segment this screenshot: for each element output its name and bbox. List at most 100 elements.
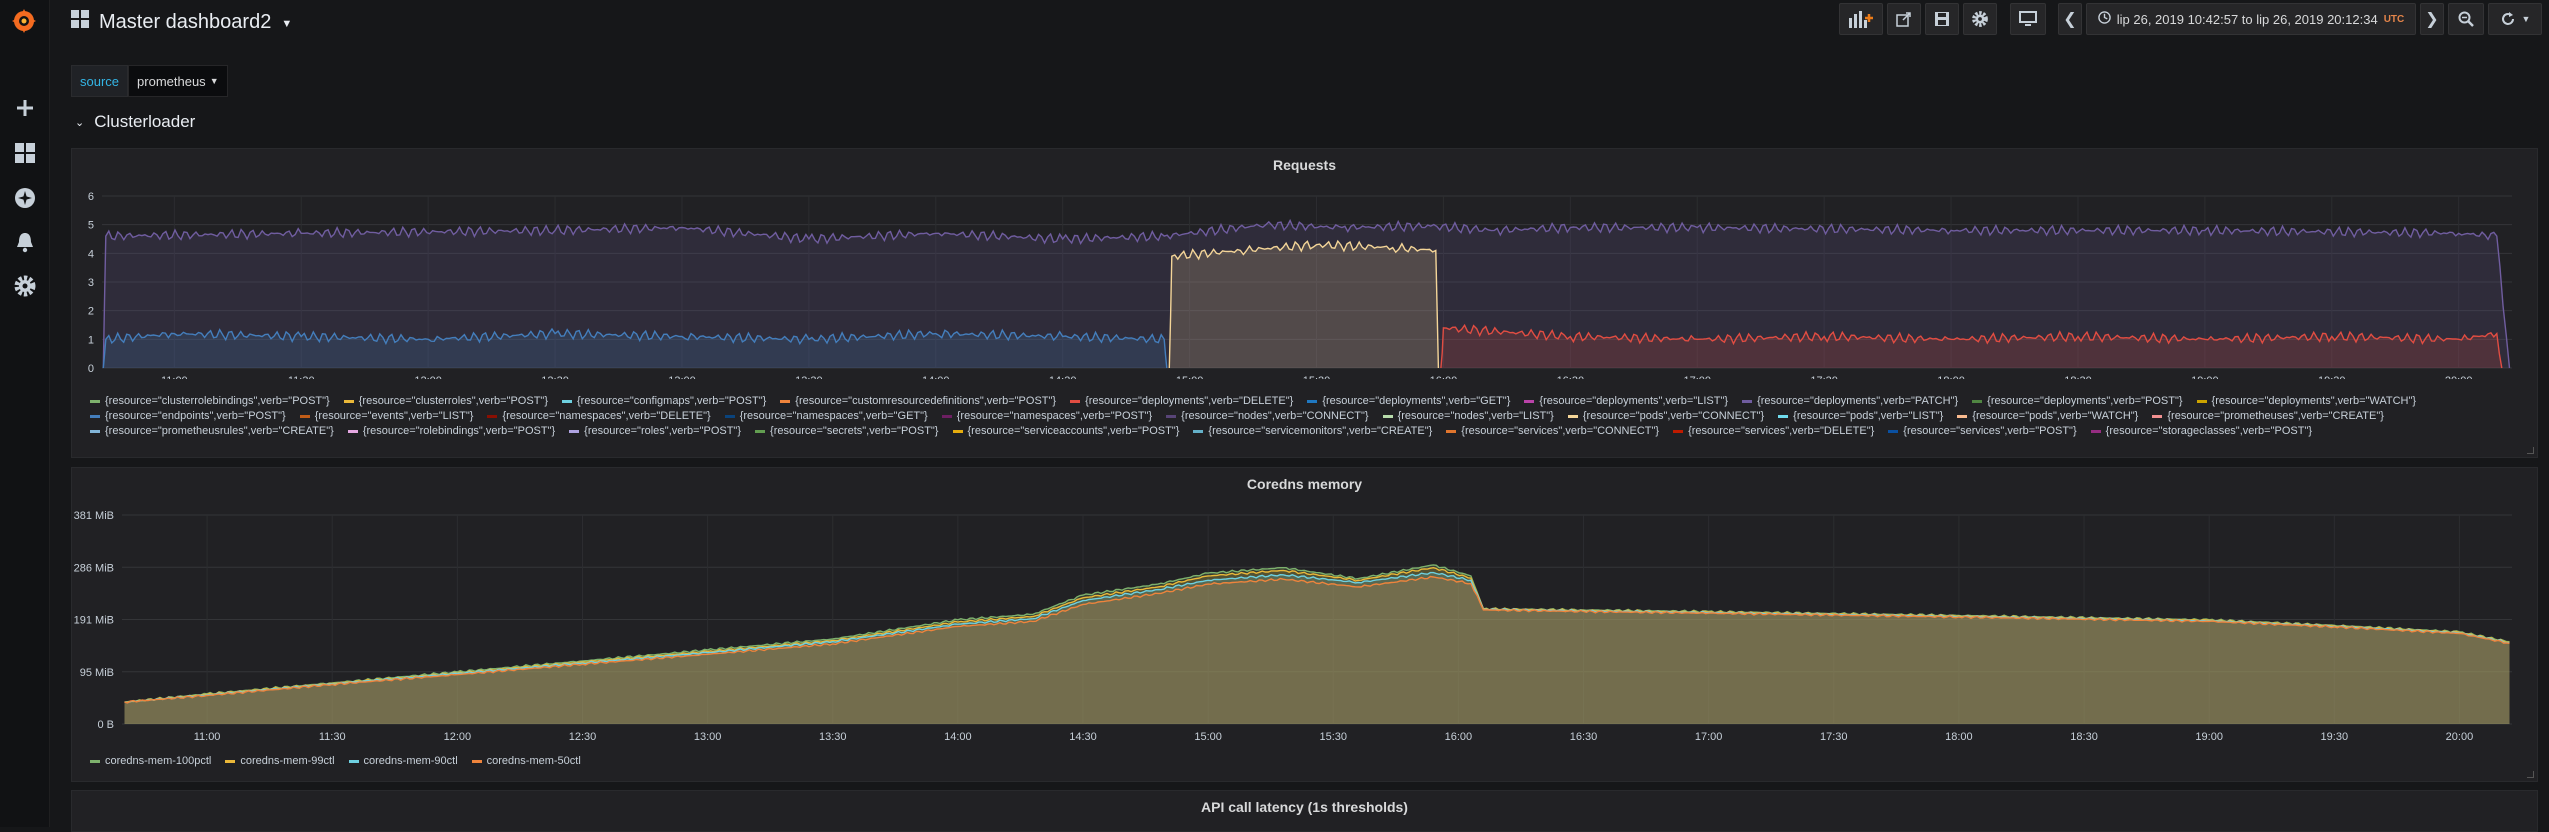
legend-swatch (724, 414, 735, 418)
panel-title[interactable]: API call latency (1s thresholds) (1201, 799, 1408, 815)
legend-label: {resource="deployments",verb="POST"} (1987, 395, 2183, 407)
legend-item[interactable]: {resource="deployments",verb="POST"} (1972, 395, 2183, 407)
legend-item[interactable]: {resource="events",verb="LIST"} (299, 410, 473, 422)
x-tick-label: 17:30 (1820, 731, 1848, 743)
zoom-out-icon (2458, 11, 2474, 27)
x-tick-label: 18:30 (2070, 731, 2098, 743)
add-panel-button[interactable] (1839, 3, 1883, 35)
x-tick-label: 14:00 (922, 375, 950, 379)
panel-title[interactable]: Coredns memory (1246, 476, 1363, 492)
grafana-logo-icon[interactable] (11, 8, 37, 39)
legend-item[interactable]: {resource="namespaces",verb="GET"} (724, 410, 928, 422)
legend-item[interactable]: {resource="namespaces",verb="DELETE"} (487, 410, 711, 422)
legend-item[interactable]: {resource="pods",verb="WATCH"} (1957, 410, 2138, 422)
legend-swatch (347, 429, 358, 433)
legend-swatch (299, 414, 310, 418)
legend-item[interactable]: {resource="prometheuses",verb="CREATE"} (2152, 410, 2384, 422)
legend-item[interactable]: {resource="secrets",verb="POST"} (755, 425, 939, 437)
timezone-badge: UTC (2383, 13, 2405, 25)
legend-item[interactable]: {resource="configmaps",verb="POST"} (562, 395, 766, 407)
legend-item[interactable]: {resource="storageclasses",verb="POST"} (2090, 425, 2312, 437)
legend-item[interactable]: {resource="namespaces",verb="POST"} (941, 410, 1153, 422)
panel-resize-handle[interactable] (2527, 447, 2534, 454)
row-title: Clusterloader (94, 112, 196, 131)
legend-item[interactable]: coredns-mem-90ctl (348, 755, 458, 767)
coredns-legend: coredns-mem-100pctl coredns-mem-99ctl core… (90, 755, 2519, 767)
series-line-3[interactable] (1440, 323, 2503, 369)
time-shift-back-button[interactable]: ❮ (2058, 3, 2082, 35)
x-tick-label: 18:00 (1937, 375, 1965, 379)
series-area-3 (124, 576, 2510, 724)
explore-compass-icon[interactable] (13, 186, 37, 210)
legend-item[interactable]: {resource="deployments",verb="PATCH"} (1742, 395, 1958, 407)
legend-item[interactable]: coredns-mem-100pctl (90, 755, 211, 767)
coredns-memory-panel: Coredns memory 0 B 95 MiB 191 MiB 286 MiB 38… (71, 467, 2538, 782)
dashboard-title-button[interactable]: Master dashboard2 ▼ (71, 10, 292, 34)
x-tick-label: 16:30 (1557, 375, 1585, 379)
legend-item[interactable]: {resource="rolebindings",verb="POST"} (347, 425, 556, 437)
legend-item[interactable]: {resource="deployments",verb="DELETE"} (1070, 395, 1293, 407)
series-line-0[interactable] (102, 218, 2511, 369)
x-tick-label: 14:30 (1069, 731, 1097, 743)
series-area-3 (1440, 325, 2502, 368)
legend-item[interactable]: {resource="endpoints",verb="POST"} (90, 410, 286, 422)
legend-item[interactable]: {resource="nodes",verb="CONNECT"} (1166, 410, 1369, 422)
x-tick-label: 15:00 (1194, 731, 1222, 743)
legend-item[interactable]: {resource="services",verb="POST"} (1888, 425, 2077, 437)
legend-item[interactable]: coredns-mem-50ctl (471, 755, 581, 767)
y-tick-label: 381 MiB (74, 510, 114, 522)
chevron-down-icon: ⌄ (75, 116, 85, 129)
legend-item[interactable]: {resource="serviceaccounts",verb="POST"} (952, 425, 1179, 437)
legend-item[interactable]: {resource="roles",verb="POST"} (569, 425, 741, 437)
save-icon (1935, 12, 1949, 26)
create-plus-icon[interactable] (13, 96, 37, 120)
series-line-3[interactable] (124, 575, 2510, 704)
series-area-1 (103, 329, 1167, 368)
side-menu (0, 0, 50, 827)
time-shift-forward-button[interactable]: ❯ (2420, 3, 2444, 35)
dashboards-grid-icon[interactable] (13, 141, 37, 165)
x-tick-label: 13:30 (795, 375, 823, 379)
series-line-2[interactable] (1168, 239, 1440, 369)
legend-item[interactable]: {resource="pods",verb="LIST"} (1778, 410, 1943, 422)
time-picker-button[interactable]: lip 26, 2019 10:42:57 to lip 26, 2019 20… (2086, 3, 2416, 35)
legend-item[interactable]: {resource="servicemonitors",verb="CREATE… (1193, 425, 1432, 437)
legend-item[interactable]: {resource="pods",verb="CONNECT"} (1567, 410, 1764, 422)
cycle-view-mode-button[interactable] (2010, 3, 2046, 35)
legend-label: coredns-mem-99ctl (240, 755, 335, 767)
configuration-gear-icon[interactable] (13, 274, 37, 298)
legend-label: {resource="rolebindings",verb="POST"} (362, 425, 556, 437)
legend-item[interactable]: {resource="customresourcedefinitions",ve… (780, 395, 1056, 407)
legend-label: {resource="namespaces",verb="GET"} (739, 410, 928, 422)
legend-item[interactable]: coredns-mem-99ctl (225, 755, 335, 767)
legend-item[interactable]: {resource="services",verb="CONNECT"} (1446, 425, 1659, 437)
legend-item[interactable]: {resource="clusterroles",verb="POST"} (343, 395, 548, 407)
alerting-bell-icon[interactable] (13, 230, 37, 254)
panel-title[interactable]: Requests (1272, 157, 1337, 173)
panel-resize-handle[interactable] (2527, 771, 2534, 778)
legend-item[interactable]: {resource="clusterrolebindings",verb="PO… (90, 395, 330, 407)
legend-item[interactable]: {resource="deployments",verb="LIST"} (1524, 395, 1728, 407)
save-dashboard-button[interactable] (1925, 3, 1959, 35)
zoom-out-button[interactable] (2448, 3, 2484, 35)
source-variable-select[interactable]: prometheus ▼ (128, 65, 228, 97)
y-tick-label: 6 (88, 191, 94, 203)
legend-item[interactable]: {resource="deployments",verb="WATCH"} (2196, 395, 2416, 407)
row-clusterloader-header[interactable]: ⌄ Clusterloader (75, 112, 195, 132)
legend-item[interactable]: {resource="deployments",verb="GET"} (1307, 395, 1510, 407)
requests-graph[interactable]: 0 1 2 3 4 5 6 11:00 11:30 12:00 12:30 13:00 13:30 14:… (72, 149, 2537, 379)
x-tick-label: 19:30 (2321, 731, 2349, 743)
x-tick-label: 11:30 (288, 375, 315, 379)
x-tick-label: 19:30 (2318, 375, 2346, 379)
coredns-memory-graph[interactable]: 0 B 95 MiB 191 MiB 286 MiB 381 MiB 11:00 11:30… (72, 468, 2537, 748)
x-tick-label: 20:00 (2446, 731, 2474, 743)
legend-label: {resource="namespaces",verb="POST"} (956, 410, 1153, 422)
legend-item[interactable]: {resource="services",verb="DELETE"} (1673, 425, 1874, 437)
legend-item[interactable]: {resource="prometheusrules",verb="CREATE… (90, 425, 334, 437)
series-line-1[interactable] (102, 327, 1168, 369)
share-button[interactable] (1887, 3, 1921, 35)
dashboard-settings-button[interactable] (1963, 3, 1997, 35)
refresh-button[interactable]: ▼ (2488, 3, 2542, 35)
legend-item[interactable]: {resource="nodes",verb="LIST"} (1382, 410, 1554, 422)
legend-label: coredns-mem-50ctl (486, 755, 581, 767)
